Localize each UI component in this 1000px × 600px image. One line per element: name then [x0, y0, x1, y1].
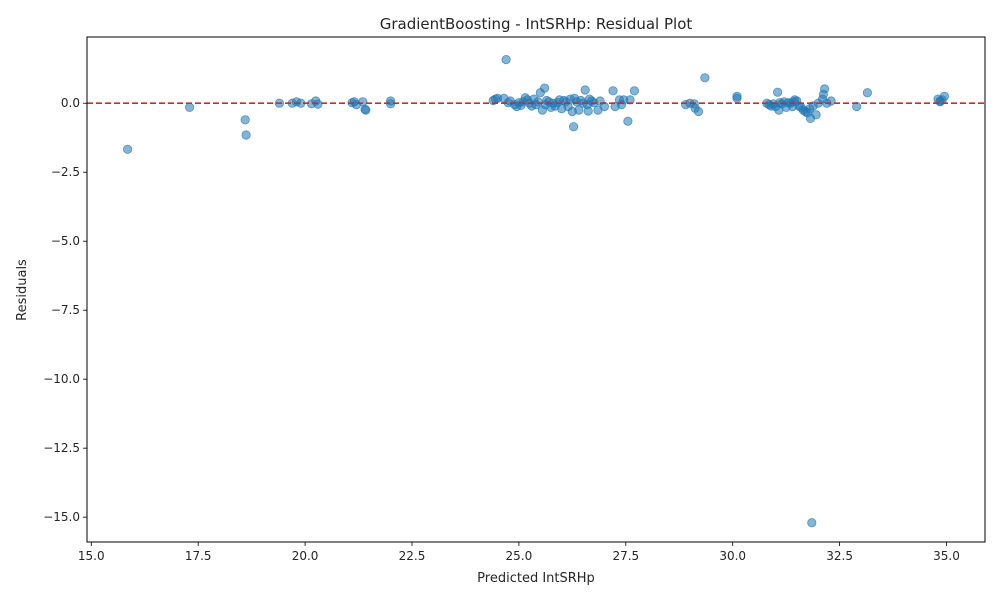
data-point: [539, 83, 550, 93]
data-point: [599, 101, 610, 112]
data-point: [852, 101, 862, 112]
data-point: [241, 130, 251, 140]
x-tick-label: 25.0: [506, 549, 533, 563]
data-point: [123, 144, 133, 154]
data-point: [772, 87, 783, 97]
data-point: [625, 95, 635, 105]
y-tick-label: 0.0: [61, 96, 80, 110]
x-tick-label: 20.0: [292, 549, 319, 563]
scatter-points: [123, 54, 950, 528]
data-point: [693, 106, 704, 117]
data-point: [819, 84, 830, 94]
x-tick-label: 32.5: [826, 549, 853, 563]
y-tick-label: −15.0: [43, 510, 80, 524]
data-point: [580, 85, 590, 95]
data-point: [811, 110, 821, 120]
data-point: [608, 86, 618, 96]
x-axis-label: Predicted IntSRHp: [477, 571, 595, 586]
data-point: [583, 106, 593, 116]
data-point: [358, 97, 368, 107]
data-point: [568, 122, 579, 132]
data-point: [700, 73, 710, 83]
y-axis-ticks: 0.0 −2.5 −5.0 −7.5 −10.0 −12.5 −15.0: [43, 96, 87, 524]
data-point: [623, 116, 633, 126]
x-axis-ticks: 15.0 17.5 20.0 22.5 25.0 27.5 30.0 32.5 35.0: [78, 542, 960, 563]
x-tick-label: 35.0: [933, 549, 960, 563]
x-tick-label: 30.0: [719, 549, 746, 563]
data-point: [185, 102, 195, 113]
data-point: [501, 54, 511, 65]
y-tick-label: −5.0: [51, 234, 80, 248]
data-point: [807, 518, 817, 528]
y-tick-label: −10.0: [43, 372, 80, 386]
plot-area-frame: [86, 36, 986, 543]
y-tick-label: −7.5: [51, 303, 80, 317]
data-point: [313, 99, 323, 109]
data-point: [629, 86, 640, 96]
data-point: [361, 105, 371, 115]
data-point: [574, 105, 584, 115]
data-point: [732, 93, 742, 103]
data-point: [862, 88, 873, 98]
y-axis-label: Residuals: [15, 259, 30, 321]
x-tick-label: 17.5: [185, 549, 212, 563]
x-tick-label: 22.5: [399, 549, 426, 563]
chart-title: GradientBoosting - IntSRHp: Residual Plo…: [380, 15, 693, 33]
data-point: [240, 115, 250, 125]
x-tick-label: 27.5: [612, 549, 639, 563]
y-tick-label: −2.5: [51, 165, 80, 179]
x-tick-label: 15.0: [78, 549, 105, 563]
y-tick-label: −12.5: [43, 441, 80, 455]
